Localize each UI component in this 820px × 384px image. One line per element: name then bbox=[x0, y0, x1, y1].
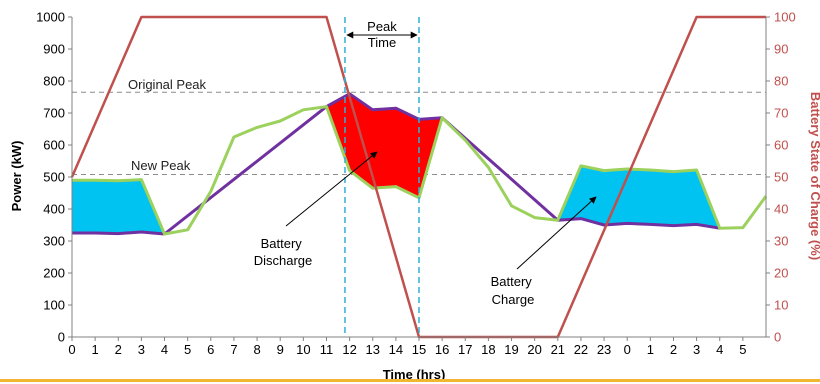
x-tick-label: 0 bbox=[624, 342, 631, 357]
x-tick-label: 1 bbox=[92, 342, 99, 357]
original-peak-label: Original Peak bbox=[128, 77, 207, 92]
y-tick-label: 900 bbox=[43, 42, 65, 57]
charge-arrow bbox=[516, 196, 597, 270]
bottom-accent-rule bbox=[0, 379, 820, 382]
y2-tick-label: 40 bbox=[774, 202, 788, 217]
x-tick-label: 13 bbox=[365, 342, 379, 357]
x-tick-label: 19 bbox=[504, 342, 518, 357]
y2-tick-label: 80 bbox=[774, 74, 788, 89]
x-tick-label: 12 bbox=[342, 342, 356, 357]
x-tick-label: 2 bbox=[670, 342, 677, 357]
x-tick-label: 21 bbox=[551, 342, 565, 357]
x-tick-label: 17 bbox=[458, 342, 472, 357]
peak-time-label-word: Time bbox=[368, 35, 396, 50]
peak-time-label: Peak Time bbox=[367, 19, 397, 50]
charge-label-line-2: Charge bbox=[492, 292, 535, 307]
x-tick-label: 23 bbox=[597, 342, 611, 357]
charge-label-line-1: Battery bbox=[491, 274, 533, 289]
y2-tick-label: 0 bbox=[774, 330, 781, 345]
y2-tick-label: 70 bbox=[774, 106, 788, 121]
y-tick-label: 400 bbox=[43, 202, 65, 217]
peak-time-label-word: Peak bbox=[367, 19, 397, 34]
y2-tick-label: 90 bbox=[774, 42, 788, 57]
x-tick-label: 10 bbox=[296, 342, 310, 357]
x-tick-label: 6 bbox=[207, 342, 214, 357]
y2-tick-label: 20 bbox=[774, 266, 788, 281]
y-tick-label: 300 bbox=[43, 234, 65, 249]
x-tick-label: 22 bbox=[574, 342, 588, 357]
peak-time-label-background bbox=[359, 20, 404, 34]
y-tick-label: 100 bbox=[43, 298, 65, 313]
y-tick-label: 600 bbox=[43, 138, 65, 153]
new-peak-label: New Peak bbox=[131, 158, 191, 173]
x-tick-label: 5 bbox=[184, 342, 191, 357]
discharge-label-line-2: Discharge bbox=[254, 253, 313, 268]
x-tick-label: 11 bbox=[320, 342, 334, 357]
discharge-label-line-1: Battery bbox=[261, 236, 303, 251]
x-tick-label: 3 bbox=[693, 342, 700, 357]
x-tick-label: 16 bbox=[435, 342, 449, 357]
y2-tick-label: 100 bbox=[774, 10, 796, 25]
y2-axis-title: Battery State of Charge (%) bbox=[808, 92, 820, 260]
x-tick-label: 1 bbox=[647, 342, 654, 357]
discharge-label: Battery Discharge bbox=[254, 236, 313, 268]
charge-area-1 bbox=[72, 179, 165, 234]
charge-area-2 bbox=[557, 165, 720, 229]
x-tick-label: 4 bbox=[716, 342, 723, 357]
y-tick-label: 800 bbox=[43, 74, 65, 89]
y-tick-label: 200 bbox=[43, 266, 65, 281]
y-tick-label: 700 bbox=[43, 106, 65, 121]
charge-annotation: Battery Charge bbox=[491, 196, 597, 307]
y2-tick-label: 10 bbox=[774, 298, 788, 313]
x-tick-label: 15 bbox=[412, 342, 426, 357]
x-tick-label: 20 bbox=[527, 342, 541, 357]
x-tick-label: 9 bbox=[277, 342, 284, 357]
charge-label: Battery Charge bbox=[491, 274, 536, 307]
y-tick-label: 500 bbox=[43, 170, 65, 185]
x-tick-label: 2 bbox=[115, 342, 122, 357]
y2-tick-label: 60 bbox=[774, 138, 788, 153]
y-tick-label: 0 bbox=[58, 330, 65, 345]
x-tick-label: 3 bbox=[138, 342, 145, 357]
x-tick-label: 18 bbox=[481, 342, 495, 357]
y2-tick-label: 50 bbox=[774, 170, 788, 185]
discharge-annotation: Battery Discharge bbox=[254, 151, 378, 268]
x-tick-label: 14 bbox=[389, 342, 403, 357]
peak-time-window: Peak Time bbox=[344, 17, 420, 337]
y-axis-title: Power (kW) bbox=[9, 141, 24, 212]
x-tick-label: 8 bbox=[253, 342, 260, 357]
y2-tick-label: 30 bbox=[774, 234, 788, 249]
x-tick-label: 5 bbox=[739, 342, 746, 357]
x-axis-title: Time (hrs) bbox=[383, 367, 446, 382]
discharge-arrow bbox=[285, 151, 378, 227]
x-tick-label: 7 bbox=[230, 342, 237, 357]
x-tick-label: 0 bbox=[68, 342, 75, 357]
x-tick-label: 4 bbox=[161, 342, 168, 357]
y-tick-label: 1000 bbox=[36, 10, 65, 25]
